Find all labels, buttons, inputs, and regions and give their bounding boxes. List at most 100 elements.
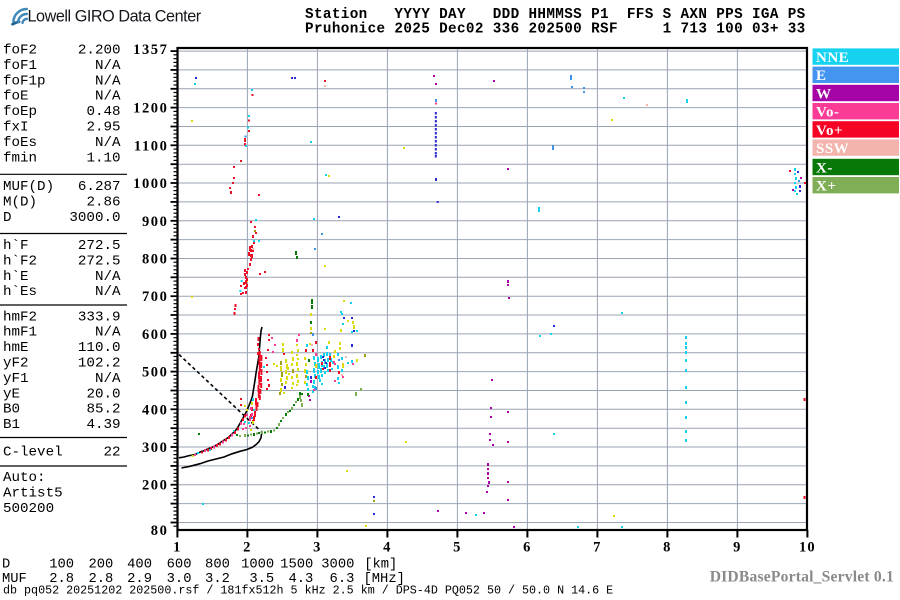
svg-text:W: W	[816, 86, 832, 102]
svg-text:h`E: h`E	[3, 269, 29, 285]
svg-text:N/A: N/A	[95, 325, 121, 341]
svg-text:1100: 1100	[134, 138, 169, 154]
svg-text:D: D	[3, 210, 12, 226]
svg-text:333.9: 333.9	[78, 309, 121, 325]
svg-text:M(D): M(D)	[3, 194, 37, 210]
svg-text:fxI: fxI	[3, 120, 29, 136]
svg-text:400: 400	[127, 557, 152, 572]
svg-text:foEs: foEs	[3, 135, 37, 151]
svg-text:2: 2	[243, 540, 251, 556]
svg-text:6: 6	[523, 540, 531, 556]
svg-text:2.8: 2.8	[49, 572, 74, 587]
svg-text:Vo-: Vo-	[816, 105, 839, 121]
svg-text:Auto:: Auto:	[3, 470, 46, 486]
svg-text:C-level: C-level	[3, 445, 63, 461]
svg-text:100: 100	[49, 557, 74, 572]
svg-text:D: D	[2, 557, 10, 572]
svg-text:1000: 1000	[241, 557, 274, 572]
svg-text:MUF(D): MUF(D)	[3, 179, 54, 195]
svg-text:X-: X-	[816, 160, 833, 176]
svg-text:foEp: foEp	[3, 104, 37, 120]
svg-text:500: 500	[142, 365, 169, 381]
svg-text:2.95: 2.95	[86, 120, 120, 136]
svg-text:400: 400	[142, 402, 169, 418]
svg-text:8: 8	[663, 540, 671, 556]
svg-text:272.5: 272.5	[78, 253, 121, 269]
svg-text:200: 200	[88, 557, 113, 572]
svg-text:h`F: h`F	[3, 238, 29, 254]
svg-text:N/A: N/A	[95, 269, 121, 285]
svg-text:hmE: hmE	[3, 340, 29, 356]
svg-text:MUF: MUF	[2, 572, 27, 587]
svg-text:Station YYYY DAY DDD HHMMS: Station YYYY DAY DDD HHMMSS P1 FFS S AXN…	[305, 7, 806, 23]
svg-text:3000: 3000	[321, 557, 354, 572]
svg-text:1200: 1200	[133, 101, 168, 117]
svg-text:Vo+: Vo+	[816, 123, 843, 139]
svg-text:3.2: 3.2	[205, 572, 230, 587]
svg-text:85.2: 85.2	[86, 402, 120, 418]
svg-text:[km]: [km]	[364, 556, 397, 572]
svg-text:h`F2: h`F2	[3, 253, 37, 269]
svg-text:Pruhonice 2025 Dec02 336 20250: Pruhonice 2025 Dec02 336 202500 RSF 1 71…	[305, 22, 806, 38]
svg-text:700: 700	[142, 289, 169, 305]
svg-text:3: 3	[313, 540, 321, 556]
svg-text:foF2: foF2	[3, 43, 37, 59]
svg-text:4.3: 4.3	[288, 572, 313, 587]
svg-text:200: 200	[142, 478, 169, 494]
svg-text:foF1: foF1	[3, 58, 37, 74]
svg-text:2.9: 2.9	[127, 572, 152, 587]
svg-text:hmF1: hmF1	[3, 325, 37, 341]
svg-text:7: 7	[593, 540, 601, 556]
svg-text:600: 600	[142, 327, 169, 343]
svg-text:[MHz]: [MHz]	[364, 571, 405, 587]
svg-text:80: 80	[151, 523, 169, 539]
svg-text:h`Es: h`Es	[3, 284, 37, 300]
svg-text:1357: 1357	[133, 42, 168, 58]
svg-text:2.86: 2.86	[86, 194, 120, 210]
svg-text:5: 5	[453, 540, 461, 556]
svg-text:20.0: 20.0	[86, 386, 120, 402]
svg-text:3.5: 3.5	[249, 572, 274, 587]
svg-text:db pq052 20251202 202500.rsf /: db pq052 20251202 202500.rsf / 181fx512h…	[3, 584, 613, 598]
svg-text:9: 9	[733, 540, 741, 556]
svg-text:DIDBasePortal_Servlet 0.1: DIDBasePortal_Servlet 0.1	[710, 569, 894, 586]
svg-text:22: 22	[103, 445, 120, 461]
svg-text:1.10: 1.10	[86, 150, 120, 166]
svg-text:10: 10	[799, 540, 816, 556]
svg-text:N/A: N/A	[95, 89, 121, 105]
svg-text:B0: B0	[3, 402, 20, 418]
svg-text:6.3: 6.3	[330, 572, 355, 587]
svg-text:N/A: N/A	[95, 371, 121, 387]
svg-text:yF2: yF2	[3, 356, 29, 372]
svg-text:300: 300	[142, 440, 169, 456]
svg-text:fmin: fmin	[3, 150, 37, 166]
svg-text:Lowell GIRO Data Center: Lowell GIRO Data Center	[28, 7, 202, 25]
svg-text:1500: 1500	[280, 557, 313, 572]
svg-text:2.200: 2.200	[78, 43, 121, 59]
svg-text:1: 1	[173, 540, 181, 556]
svg-text:N/A: N/A	[95, 135, 121, 151]
svg-text:800: 800	[142, 252, 169, 268]
svg-text:foF1p: foF1p	[3, 73, 46, 89]
svg-text:800: 800	[205, 557, 230, 572]
svg-text:3.0: 3.0	[167, 572, 192, 587]
svg-text:Artist5: Artist5	[3, 486, 63, 502]
svg-text:2.8: 2.8	[88, 572, 113, 587]
svg-text:N/A: N/A	[95, 284, 121, 300]
svg-text:6.287: 6.287	[78, 179, 121, 195]
svg-text:N/A: N/A	[95, 58, 121, 74]
svg-text:3000.0: 3000.0	[69, 210, 120, 226]
svg-text:4: 4	[383, 540, 391, 556]
svg-text:1000: 1000	[133, 176, 168, 192]
svg-text:N/A: N/A	[95, 73, 121, 89]
svg-text:272.5: 272.5	[78, 238, 121, 254]
svg-text:NNE: NNE	[816, 50, 849, 66]
svg-text:E: E	[816, 68, 827, 84]
svg-text:SSW: SSW	[816, 141, 849, 157]
svg-text:foE: foE	[3, 89, 29, 105]
svg-text:4.39: 4.39	[86, 417, 120, 433]
svg-text:hmF2: hmF2	[3, 309, 37, 325]
svg-text:yE: yE	[3, 386, 20, 402]
svg-text:500200: 500200	[3, 501, 54, 517]
svg-text:X+: X+	[816, 179, 836, 195]
